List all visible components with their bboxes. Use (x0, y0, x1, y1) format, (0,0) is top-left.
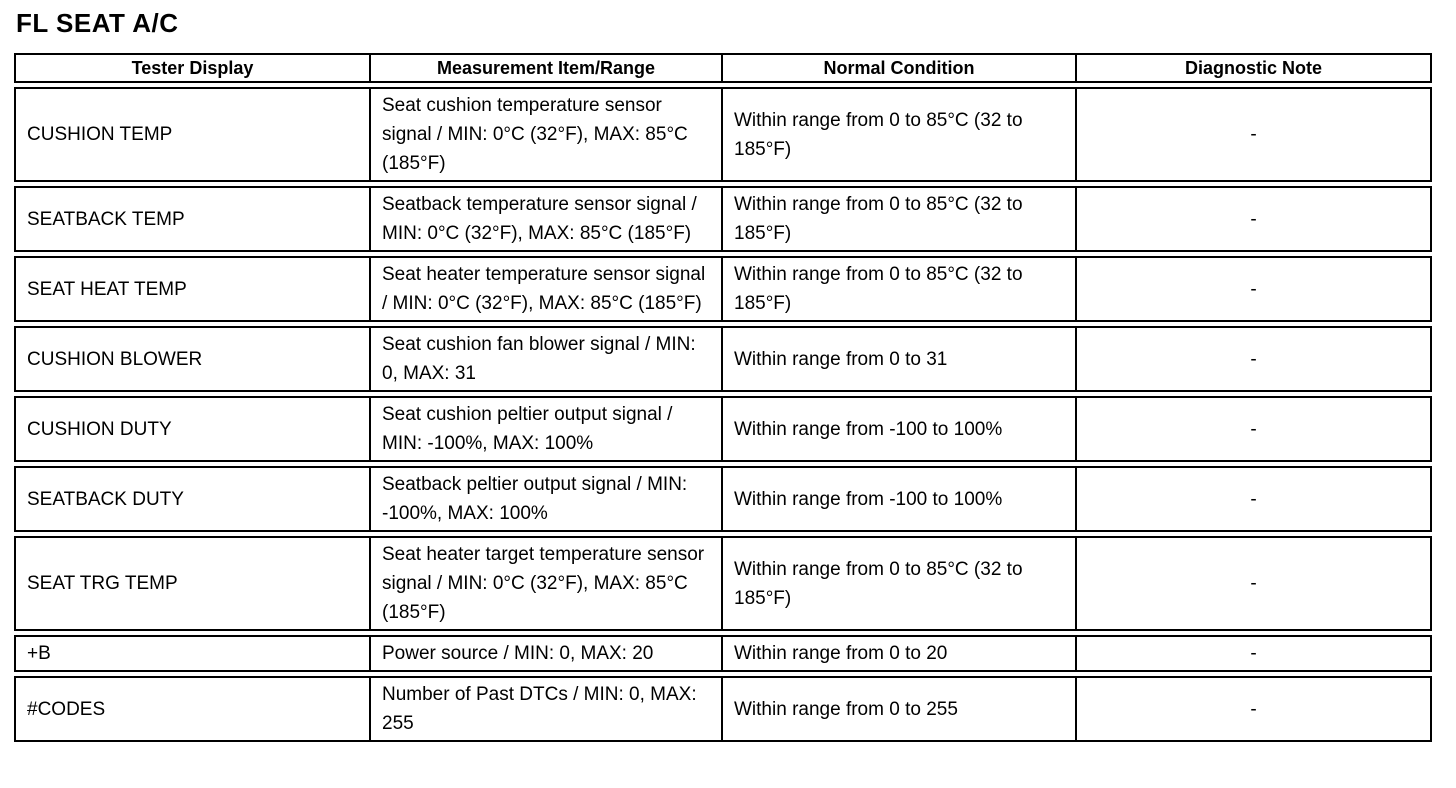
tester-display-value: CUSHION TEMP (27, 124, 173, 145)
cell-tester-display: CUSHION BLOWER (16, 328, 371, 390)
cell-normal-condition: Within range from 0 to 85°C (32 to 185°F… (723, 538, 1077, 629)
cell-diagnostic-note: - (1077, 538, 1430, 629)
measurement-item-range-value: Power source / MIN: 0, MAX: 20 (382, 643, 654, 664)
cell-diagnostic-note: - (1077, 637, 1430, 670)
tester-display-value: SEAT TRG TEMP (27, 573, 178, 594)
measurement-item-range-value: Seatback temperature sensor signal / MIN… (382, 194, 697, 244)
diagnostic-note-value: - (1250, 643, 1257, 664)
header-diagnostic-note-label: Diagnostic Note (1184, 58, 1322, 78)
diagnostic-note-value: - (1250, 278, 1257, 300)
diagnostic-note-value: - (1250, 573, 1257, 594)
table-row: +B Power source / MIN: 0, MAX: 20 Within… (14, 635, 1432, 672)
measurement-item-range-value: Seat heater temperature sensor signal / … (382, 264, 706, 314)
cell-tester-display: SEATBACK TEMP (16, 188, 371, 250)
header-measurement-item-range-label: Measurement Item/Range (436, 58, 656, 78)
tester-display-value: +B (27, 643, 51, 664)
cell-normal-condition: Within range from 0 to 85°C (32 to 185°F… (723, 258, 1077, 320)
normal-condition-value: Within range from 0 to 85°C (32 to 185°F… (734, 194, 1023, 244)
measurement-item-range-value: Seat cushion temperature sensor signal /… (382, 95, 688, 174)
cell-tester-display: CUSHION DUTY (16, 398, 371, 460)
diagnostic-note-value: - (1250, 418, 1257, 440)
normal-condition-value: Within range from -100 to 100% (734, 488, 1003, 510)
cell-diagnostic-note: - (1077, 678, 1430, 740)
diagnostic-note-value: - (1250, 488, 1257, 510)
measurement-item-range-value: Seat heater target temperature sensor si… (382, 544, 705, 623)
table-row: CUSHION TEMP Seat cushion temperature se… (14, 87, 1432, 182)
cell-measurement-item-range: Seat cushion fan blower signal / MIN: 0,… (371, 328, 723, 390)
cell-tester-display: #CODES (16, 678, 371, 740)
tester-display-value: SEATBACK DUTY (27, 488, 184, 510)
cell-measurement-item-range: Seat cushion temperature sensor signal /… (371, 89, 723, 180)
diagnostic-note-value: - (1250, 124, 1257, 145)
cell-measurement-item-range: Seat heater temperature sensor signal / … (371, 258, 723, 320)
normal-condition-value: Within range from 0 to 85°C (32 to 185°F… (734, 109, 1023, 160)
cell-tester-display: SEATBACK DUTY (16, 468, 371, 530)
table-row: CUSHION BLOWER Seat cushion fan blower s… (14, 326, 1432, 392)
cell-tester-display: CUSHION TEMP (16, 89, 371, 180)
table-header-row: Tester Display Measurement Item/Range No… (14, 53, 1432, 83)
measurement-item-range-value: Seat cushion fan blower signal / MIN: 0,… (382, 334, 696, 384)
cell-normal-condition: Within range from 0 to 31 (723, 328, 1077, 390)
table-row: CUSHION DUTY Seat cushion peltier output… (14, 396, 1432, 462)
cell-normal-condition: Within range from 0 to 85°C (32 to 185°F… (723, 188, 1077, 250)
normal-condition-value: Within range from 0 to 85°C (32 to 185°F… (734, 558, 1023, 609)
header-diagnostic-note: Diagnostic Note (1077, 55, 1430, 81)
cell-normal-condition: Within range from 0 to 85°C (32 to 185°F… (723, 89, 1077, 180)
diagnostic-note-value: - (1250, 348, 1257, 370)
table-row: SEATBACK TEMP Seatback temperature senso… (14, 186, 1432, 252)
cell-measurement-item-range: Seat cushion peltier output signal / MIN… (371, 398, 723, 460)
tester-display-value: #CODES (27, 698, 106, 720)
header-normal-condition-label: Normal Condition (823, 58, 975, 78)
diagnostic-note-value: - (1250, 698, 1257, 720)
cell-normal-condition: Within range from 0 to 20 (723, 637, 1077, 670)
page-title: FL SEAT A/C (16, 8, 179, 38)
normal-condition-value: Within range from 0 to 85°C (32 to 185°F… (734, 264, 1023, 314)
tester-display-value: SEATBACK TEMP (27, 208, 185, 230)
cell-tester-display: SEAT HEAT TEMP (16, 258, 371, 320)
cell-tester-display: +B (16, 637, 371, 670)
normal-condition-value: Within range from 0 to 255 (734, 698, 958, 720)
cell-diagnostic-note: - (1077, 328, 1430, 390)
cell-normal-condition: Within range from -100 to 100% (723, 468, 1077, 530)
cell-measurement-item-range: Seat heater target temperature sensor si… (371, 538, 723, 629)
header-tester-display-label: Tester Display (131, 58, 254, 78)
cell-measurement-item-range: Number of Past DTCs / MIN: 0, MAX: 255 (371, 678, 723, 740)
normal-condition-value: Within range from -100 to 100% (734, 418, 1003, 440)
cell-measurement-item-range: Seatback temperature sensor signal / MIN… (371, 188, 723, 250)
table-row: SEAT HEAT TEMP Seat heater temperature s… (14, 256, 1432, 322)
cell-normal-condition: Within range from -100 to 100% (723, 398, 1077, 460)
table-row: SEAT TRG TEMP Seat heater target tempera… (14, 536, 1432, 631)
cell-measurement-item-range: Seatback peltier output signal / MIN: -1… (371, 468, 723, 530)
cell-tester-display: SEAT TRG TEMP (16, 538, 371, 629)
tester-display-value: SEAT HEAT TEMP (27, 278, 187, 300)
cell-diagnostic-note: - (1077, 258, 1430, 320)
table-row: #CODES Number of Past DTCs / MIN: 0, MAX… (14, 676, 1432, 742)
tester-display-value: CUSHION DUTY (27, 418, 172, 440)
measurement-item-range-value: Number of Past DTCs / MIN: 0, MAX: 255 (382, 684, 697, 734)
header-tester-display: Tester Display (16, 55, 371, 81)
cell-measurement-item-range: Power source / MIN: 0, MAX: 20 (371, 637, 723, 670)
normal-condition-value: Within range from 0 to 31 (734, 348, 948, 370)
cell-diagnostic-note: - (1077, 89, 1430, 180)
header-normal-condition: Normal Condition (723, 55, 1077, 81)
header-measurement-item-range: Measurement Item/Range (371, 55, 723, 81)
cell-diagnostic-note: - (1077, 468, 1430, 530)
cell-normal-condition: Within range from 0 to 255 (723, 678, 1077, 740)
cell-diagnostic-note: - (1077, 188, 1430, 250)
tester-display-value: CUSHION BLOWER (27, 348, 203, 370)
table-row: SEATBACK DUTY Seatback peltier output si… (14, 466, 1432, 532)
diagnostic-note-value: - (1250, 208, 1257, 230)
tester-display-table: Tester Display Measurement Item/Range No… (14, 53, 1432, 742)
normal-condition-value: Within range from 0 to 20 (734, 643, 948, 664)
measurement-item-range-value: Seat cushion peltier output signal / MIN… (382, 404, 673, 454)
measurement-item-range-value: Seatback peltier output signal / MIN: -1… (382, 474, 688, 524)
cell-diagnostic-note: - (1077, 398, 1430, 460)
